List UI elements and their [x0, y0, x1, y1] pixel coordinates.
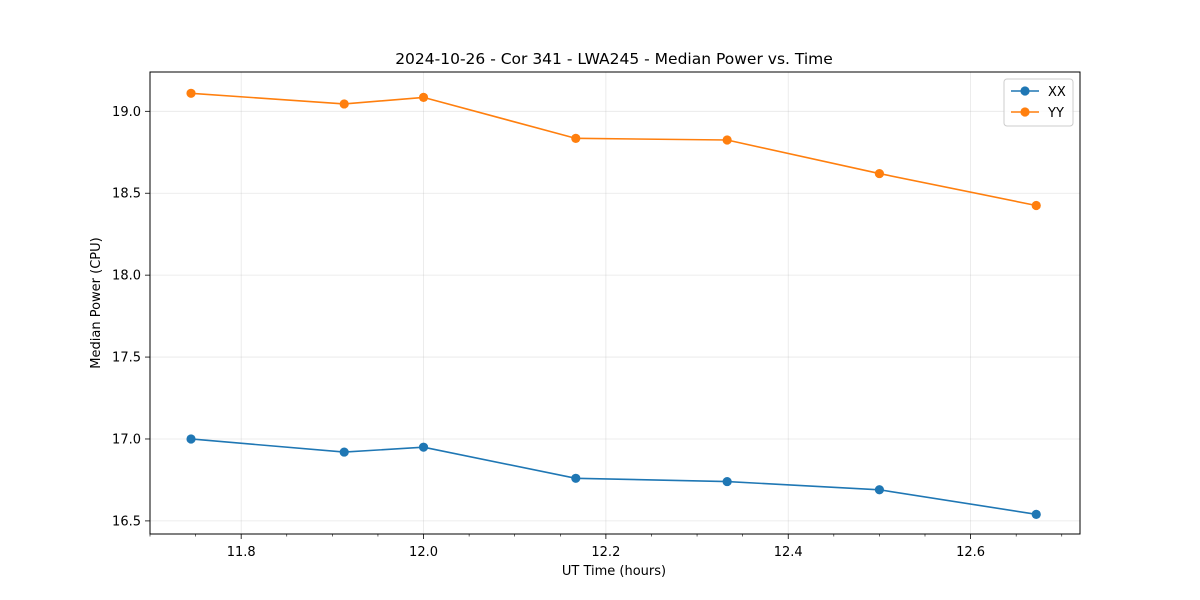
legend-label-yy: YY — [1047, 106, 1064, 121]
y-tick-label: 16.5 — [112, 514, 141, 529]
data-point-xx — [1031, 509, 1041, 519]
series-layer — [186, 88, 1041, 519]
data-point-yy — [418, 92, 429, 102]
legend: XX YY — [1003, 78, 1074, 127]
legend-marker-xx — [1020, 86, 1030, 96]
y-tick-label: 17.5 — [112, 351, 141, 366]
data-point-xx — [339, 447, 349, 457]
chart-title: 2024-10-26 - Cor 341 - LWA245 - Median P… — [395, 50, 833, 68]
data-point-yy — [1031, 200, 1041, 211]
x-tick-label: 12.0 — [409, 545, 438, 560]
x-tick-label: 12.2 — [591, 545, 620, 560]
data-point-yy — [186, 88, 196, 98]
plot-frame — [149, 71, 1081, 535]
legend-marker-yy — [1020, 107, 1030, 117]
legend-label-xx: XX — [1048, 85, 1066, 100]
ticks: 11.8 12.0 12.2 12.4 12.6 16.5 17.0 17.5 18.0 18.5… — [112, 105, 1063, 560]
x-tick-label: 12.6 — [956, 545, 985, 560]
data-point-yy — [339, 99, 349, 109]
data-point-xx — [571, 473, 581, 483]
data-point-xx — [722, 476, 732, 487]
data-point-xx — [874, 485, 885, 495]
x-tick-label: 12.4 — [774, 545, 803, 560]
x-axis-label: UT Time (hours) — [562, 564, 666, 579]
y-tick-label: 18.5 — [112, 187, 141, 202]
grid — [150, 72, 1080, 534]
data-point-yy — [874, 168, 885, 179]
data-point-xx — [186, 434, 196, 444]
y-axis-label: Median Power (CPU) — [89, 237, 104, 368]
data-point-yy — [722, 135, 732, 145]
y-tick-label: 18.0 — [112, 269, 141, 284]
y-tick-label: 17.0 — [112, 432, 141, 447]
data-point-xx — [418, 442, 429, 452]
data-point-yy — [571, 133, 581, 143]
series-yy — [186, 88, 1041, 211]
y-tick-label: 19.0 — [112, 105, 141, 120]
series-xx — [186, 434, 1041, 519]
x-tick-label: 11.8 — [227, 545, 256, 560]
